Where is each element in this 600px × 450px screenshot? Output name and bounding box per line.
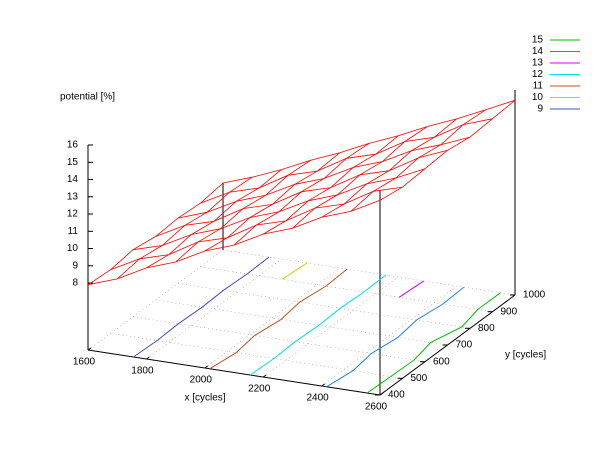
y-tick-label: 1000 bbox=[523, 290, 546, 301]
surface-row bbox=[200, 118, 493, 204]
x-tick-label: 1600 bbox=[73, 357, 96, 368]
contour-line bbox=[326, 286, 465, 388]
legend-label: 11 bbox=[533, 81, 544, 92]
surface-column bbox=[233, 143, 370, 246]
grid-line bbox=[204, 267, 340, 369]
y-tick-label: 900 bbox=[501, 306, 518, 317]
z-tick-label: 8 bbox=[72, 278, 78, 289]
y-tick-label: 500 bbox=[411, 373, 428, 384]
grid-line bbox=[200, 266, 493, 312]
grid-line bbox=[110, 333, 403, 379]
surface-row bbox=[177, 136, 471, 219]
x-tick-label: 2000 bbox=[190, 375, 213, 386]
contour-line bbox=[249, 274, 387, 376]
y-tick-label: 800 bbox=[478, 323, 495, 334]
x-tick-label: 1800 bbox=[131, 366, 154, 377]
z-tick-label: 9 bbox=[72, 260, 78, 271]
x-tick-label: 2600 bbox=[365, 402, 388, 413]
x-tick-label: 2200 bbox=[248, 384, 271, 395]
surface-column bbox=[292, 126, 428, 229]
z-tick-label: 13 bbox=[67, 191, 79, 202]
surface-column bbox=[175, 159, 311, 263]
legend-label: 14 bbox=[532, 46, 544, 57]
z-tick-label: 12 bbox=[67, 209, 79, 220]
x-tick-label: 2400 bbox=[306, 393, 329, 404]
legend-label: 15 bbox=[532, 35, 544, 46]
surface-column bbox=[262, 135, 399, 235]
z-tick-label: 16 bbox=[67, 140, 79, 151]
x-axis-label: x [cycles] bbox=[184, 393, 225, 404]
contour-line bbox=[366, 292, 501, 394]
surface-column bbox=[116, 176, 253, 280]
surface-column bbox=[321, 118, 457, 218]
legend-label: 12 bbox=[532, 69, 544, 80]
z-tick-label: 11 bbox=[68, 226, 79, 237]
z-tick-label: 15 bbox=[67, 157, 79, 168]
z-tick-label: 10 bbox=[67, 243, 79, 254]
surface-row bbox=[222, 99, 516, 184]
axis-line bbox=[87, 294, 516, 396]
y-tick-label: 700 bbox=[456, 340, 473, 351]
surface-row bbox=[132, 168, 426, 251]
corner-line bbox=[379, 90, 516, 395]
grid-line bbox=[146, 258, 282, 360]
grid-line bbox=[155, 299, 448, 346]
surface-column bbox=[350, 109, 487, 212]
y-tick-label: 400 bbox=[388, 390, 405, 401]
z-axis-label: potential [%] bbox=[60, 92, 115, 103]
contour-line bbox=[398, 280, 425, 298]
z-tick-label: 14 bbox=[67, 174, 79, 185]
y-axis-label: y [cycles] bbox=[505, 350, 546, 361]
surface-column bbox=[146, 169, 282, 269]
legend-label: 9 bbox=[537, 104, 543, 115]
surface-column bbox=[379, 99, 516, 201]
surface-column bbox=[87, 182, 224, 286]
legend-label: 10 bbox=[532, 92, 544, 103]
surface-column bbox=[204, 152, 341, 252]
surface-row bbox=[110, 186, 403, 271]
contour-line bbox=[282, 262, 308, 280]
y-tick-label: 600 bbox=[433, 356, 450, 367]
contour-line bbox=[133, 256, 270, 358]
grid-line bbox=[263, 276, 399, 378]
contour-line bbox=[209, 268, 348, 370]
legend-label: 13 bbox=[532, 58, 544, 69]
